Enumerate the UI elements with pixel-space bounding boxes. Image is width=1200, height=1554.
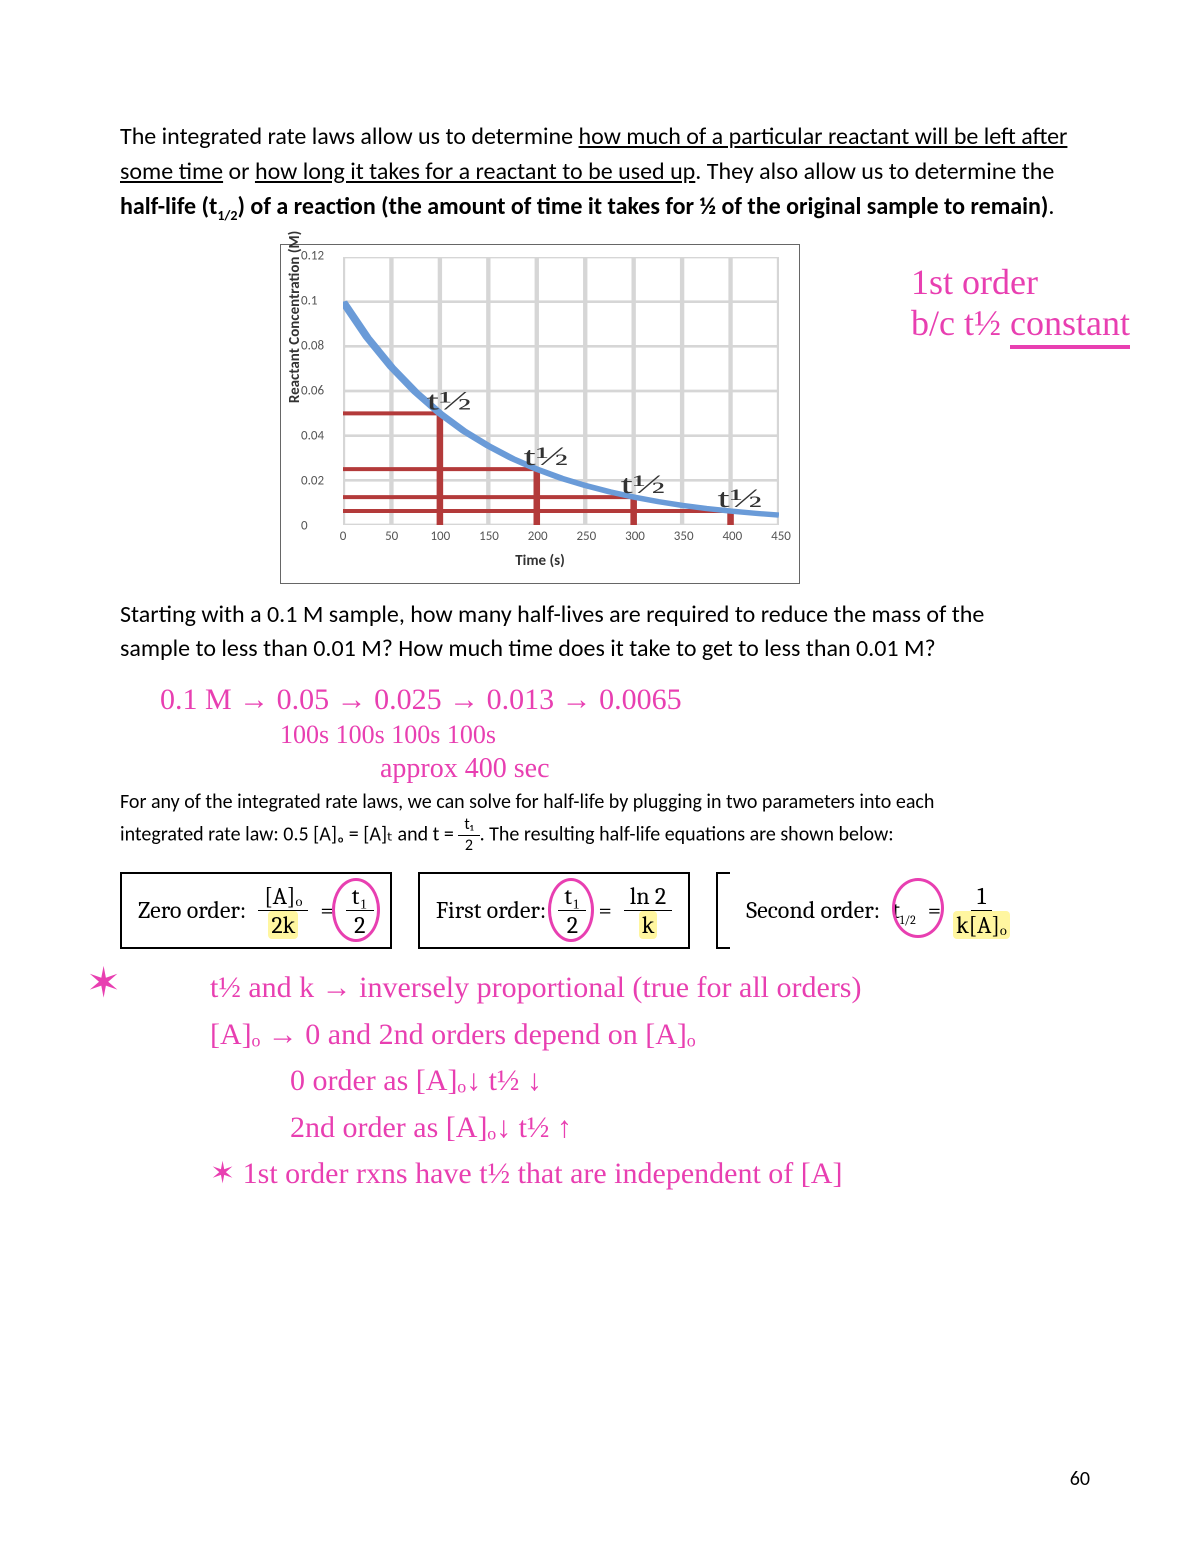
work-row-3: approx 400 sec	[380, 751, 1080, 786]
rhs: t₁ 2	[346, 884, 374, 937]
y-tick: 0	[301, 517, 308, 536]
underlined: constant	[1010, 303, 1130, 349]
subscript: 1/2	[217, 206, 237, 223]
denominator: 2	[567, 911, 578, 937]
text: integrated rate law: 0.5 [A]ₒ = [A]ₜ and…	[120, 823, 458, 847]
x-tick: 300	[625, 528, 645, 547]
y-tick: 0.04	[301, 427, 324, 446]
note-line: [A]ₒ → 0 and 2nd orders depend on [A]ₒ	[210, 1012, 1080, 1059]
denominator: k[A]ₒ	[953, 911, 1010, 939]
numerator: [A]ₒ	[258, 884, 308, 911]
page: The integrated rate laws allow us to det…	[0, 0, 1200, 1554]
equation-row: Zero order: [A]ₒ 2k = t₁ 2 First order: …	[120, 872, 1080, 949]
x-tick: 150	[479, 528, 499, 547]
plot-area: t½t½t½t½	[343, 257, 779, 525]
x-axis-label: Time (s)	[281, 551, 799, 573]
x-tick: 100	[430, 528, 450, 547]
y-tick: 0.1	[301, 292, 317, 311]
label: Zero order:	[138, 893, 246, 928]
numerator: t₁	[346, 884, 374, 911]
denominator: 2	[354, 911, 365, 937]
text: ) of a reaction (the amount of time it t…	[238, 192, 1049, 221]
intro-paragraph: The integrated rate laws allow us to det…	[120, 120, 1080, 226]
text: . The resulting half-life equations are …	[480, 823, 894, 847]
y-tick: 0.02	[301, 472, 324, 491]
rhs: ln 2 k	[624, 884, 673, 937]
subscript: 1/2	[900, 912, 916, 926]
chart-svg	[343, 257, 779, 525]
text: half-life (t	[120, 192, 217, 221]
text: .	[1048, 192, 1054, 221]
text: b/c t½	[911, 303, 1010, 343]
rhs: 1 k[A]ₒ	[953, 884, 1010, 937]
text: . They also allow us to determine the	[695, 157, 1054, 186]
equals: =	[928, 893, 941, 928]
question: Starting with a 0.1 M sample, how many h…	[120, 598, 1080, 668]
annotation-notes: t½ and k → inversely proportional (true …	[210, 965, 1080, 1198]
text: or	[223, 157, 255, 186]
numerator: t₁	[458, 817, 479, 836]
x-tick: 0	[340, 528, 347, 547]
star-icon: ✶	[86, 954, 121, 1015]
text: sample to less than 0.01 M? How much tim…	[120, 632, 1080, 667]
text: Starting with a 0.1 M sample, how many h…	[120, 598, 1080, 633]
x-tick: 200	[528, 528, 548, 547]
y-tick: 0.08	[301, 337, 324, 356]
denominator: k	[639, 911, 658, 939]
note-line-star: 1st order rxns have t½ that are independ…	[210, 1151, 1080, 1198]
equals: =	[598, 893, 611, 928]
numerator: t₁	[558, 884, 586, 911]
equals: =	[320, 893, 333, 928]
note-line: 0 order as [A]ₒ↓ t½ ↓	[290, 1058, 1080, 1105]
box-edge	[716, 872, 730, 949]
worked-answer: 0.1 M → 0.05 → 0.025 → 0.013 → 0.0065 10…	[160, 681, 1080, 786]
lhs: t1/2	[892, 893, 916, 929]
work-row-1: 0.1 M → 0.05 → 0.025 → 0.013 → 0.0065	[160, 681, 1080, 719]
text: integrated rate law: 0.5 [A]ₒ = [A]ₜ and…	[120, 817, 1080, 854]
annotation-first-order: 1st order b/c t½ constant	[911, 262, 1130, 345]
decay-chart: Reactant Concentration (M) Time (s) t½t½…	[280, 244, 800, 584]
numerator: ln 2	[624, 884, 673, 911]
text: t	[892, 896, 900, 924]
zero-order-box: Zero order: [A]ₒ 2k = t₁ 2	[120, 872, 392, 949]
text: 1st order	[911, 262, 1130, 303]
y-tick: 0.06	[301, 382, 324, 401]
bold-halflife: half-life (t1/2) of a reaction (the amou…	[120, 192, 1048, 221]
work-row-2: 100s 100s 100s 100s	[280, 719, 1080, 752]
text: For any of the integrated rate laws, we …	[120, 788, 1080, 817]
half-life-explanation: For any of the integrated rate laws, we …	[120, 788, 1080, 854]
label: Second order:	[746, 893, 880, 928]
text: b/c t½ constant	[911, 303, 1130, 344]
note-line: 2nd order as [A]ₒ↓ t½ ↑	[290, 1105, 1080, 1152]
y-tick: 0.12	[301, 247, 324, 266]
fraction: t₁2	[458, 817, 479, 854]
note-line: t½ and k → inversely proportional (true …	[210, 965, 1080, 1012]
x-tick: 50	[385, 528, 398, 547]
x-tick: 350	[674, 528, 694, 547]
x-tick: 250	[576, 528, 596, 547]
first-order-box: First order: t₁ 2 = ln 2 k	[418, 872, 690, 949]
x-tick: 450	[771, 528, 791, 547]
denominator: 2k	[268, 911, 298, 939]
label: First order:	[436, 893, 546, 928]
text: The integrated rate laws allow us to det…	[120, 122, 579, 151]
denominator: 2	[465, 836, 473, 854]
fraction: [A]ₒ 2k	[258, 884, 308, 937]
second-order-box: Second order: t1/2 = 1 k[A]ₒ	[716, 872, 1026, 949]
lhs: t₁ 2	[558, 884, 586, 937]
numerator: 1	[971, 884, 992, 911]
page-number: 60	[1070, 1465, 1090, 1494]
x-tick: 400	[722, 528, 742, 547]
underline-2: how long it takes for a reactant to be u…	[255, 157, 695, 186]
